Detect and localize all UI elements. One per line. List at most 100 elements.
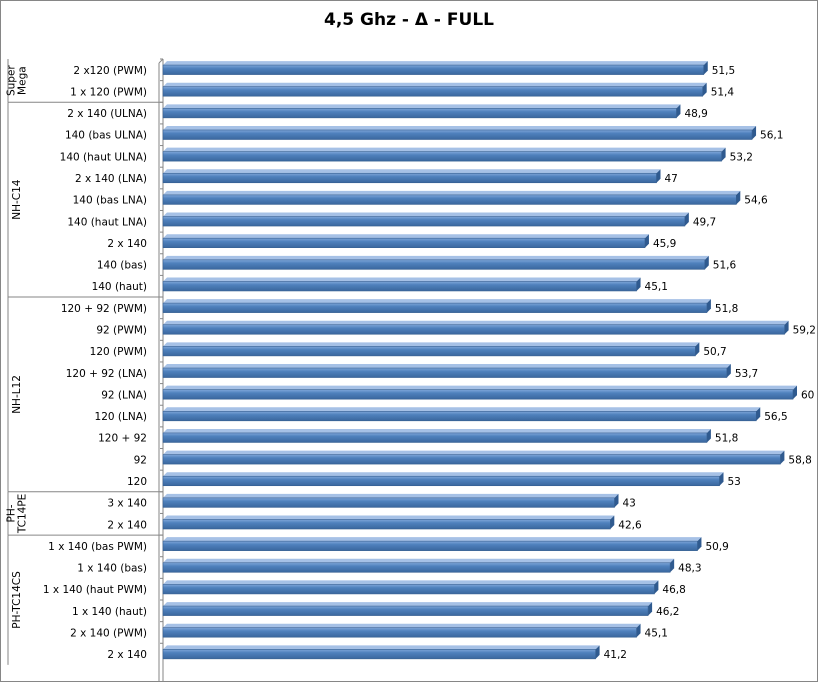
bar-top-face [163,190,741,195]
data-label: 46,8 [662,584,685,596]
bar [162,432,708,443]
category-label: 140 (bas) [97,260,147,272]
bar-end-face [684,212,689,227]
category-label: 140 (haut LNA) [67,216,147,228]
bar-end-face [636,277,641,291]
data-label: 45,1 [645,627,668,639]
bar-top-face [163,342,700,347]
category-label: 1 x 140 (haut) [72,606,147,618]
bar [162,86,704,97]
data-label: 54,6 [744,195,768,207]
bar [162,281,637,292]
axis-depth-edge [158,63,160,682]
bar [162,411,757,422]
category-label: 1 x 140 (bas) [77,563,147,575]
bar-end-face [784,320,789,335]
bar-layer [162,61,797,660]
category-label: 2 x 140 (ULNA) [67,108,147,120]
bar [162,584,655,595]
bar [162,519,611,530]
group-label: PH- [6,504,18,522]
bar-top-face [163,537,702,542]
bar-top-face [163,407,761,412]
category-label: 120 + 92 (LNA) [66,368,147,380]
category-label: 1 x 140 (bas PWM) [48,541,147,553]
bar [162,237,646,248]
data-label: 53,2 [730,151,753,163]
data-label: 46,2 [656,606,679,618]
bar [162,324,785,335]
data-label: 56,1 [760,130,783,142]
category-label: 2 x 140 [107,649,147,661]
category-label: 2 x 140 [107,238,147,250]
bar-end-face [595,645,600,659]
category-label: 120 (PWM) [90,346,147,358]
data-label: 48,9 [684,108,707,120]
bar-end-face [614,493,619,508]
category-label: 140 (haut ULNA) [60,151,147,163]
bar-top-face [163,82,707,87]
bar-top-face [163,299,711,304]
bar-top-face [163,602,653,607]
group-label: NH-C14 [11,179,23,220]
bar-top-face [163,212,689,217]
group-label: PH-TC14CS [11,571,23,629]
bar-end-face [676,104,681,118]
bar-end-face [736,190,741,205]
bar [162,302,708,313]
bar-end-face [697,537,702,551]
data-label: 53 [728,476,741,488]
bar-top-face [163,472,724,477]
category-label: 120 [127,476,147,488]
bar-end-face [719,472,724,486]
bar [162,216,686,227]
group-label: NH-L12 [11,375,23,414]
bar [162,475,720,487]
bar [162,389,794,400]
category-label: 120 (LNA) [95,411,147,423]
bar [162,649,596,660]
bar-end-face [706,299,711,313]
data-label: 41,2 [604,649,627,661]
bar-end-face [793,385,797,400]
category-label: 2 x 140 [107,519,147,531]
bar-top-face [163,493,619,498]
data-label: 59,2 [793,325,816,337]
data-label: 51,4 [711,86,735,98]
bar-top-face [163,277,641,282]
data-label: 58,8 [788,454,811,466]
bar-top-face [163,320,789,325]
bar [162,259,706,270]
data-label: 50,9 [705,541,728,553]
bar-end-face [706,428,711,443]
category-label: 120 + 92 (PWM) [61,303,147,315]
bar-end-face [756,407,761,421]
category-label: 140 (haut) [92,281,147,293]
bar-top-face [163,515,615,520]
category-label: 3 x 140 [107,498,147,510]
bar [162,129,753,140]
bar [162,562,671,573]
category-label: 2 x 140 (PWM) [70,627,147,639]
bar-top-face [163,147,726,152]
bar-end-face [695,342,700,356]
category-label: 140 (bas LNA) [73,195,147,207]
bar-end-face [644,234,649,248]
data-label: 45,1 [645,281,668,293]
bar-top-face [163,623,641,628]
bar-end-face [648,602,653,616]
data-label: 45,9 [653,238,676,250]
data-label: 60 [801,389,814,401]
bar-top-face [163,104,681,109]
bar-top-face [163,558,675,563]
axis-depth-top [158,58,164,64]
bar-end-face [780,450,785,465]
bar [162,627,637,638]
bar-end-face [721,147,726,162]
bar-top-face [163,364,731,369]
category-label: 1 x 140 (haut PWM) [43,584,147,596]
data-label: 47 [665,173,678,185]
bar [162,108,677,119]
category-label: 92 (PWM) [96,325,147,337]
